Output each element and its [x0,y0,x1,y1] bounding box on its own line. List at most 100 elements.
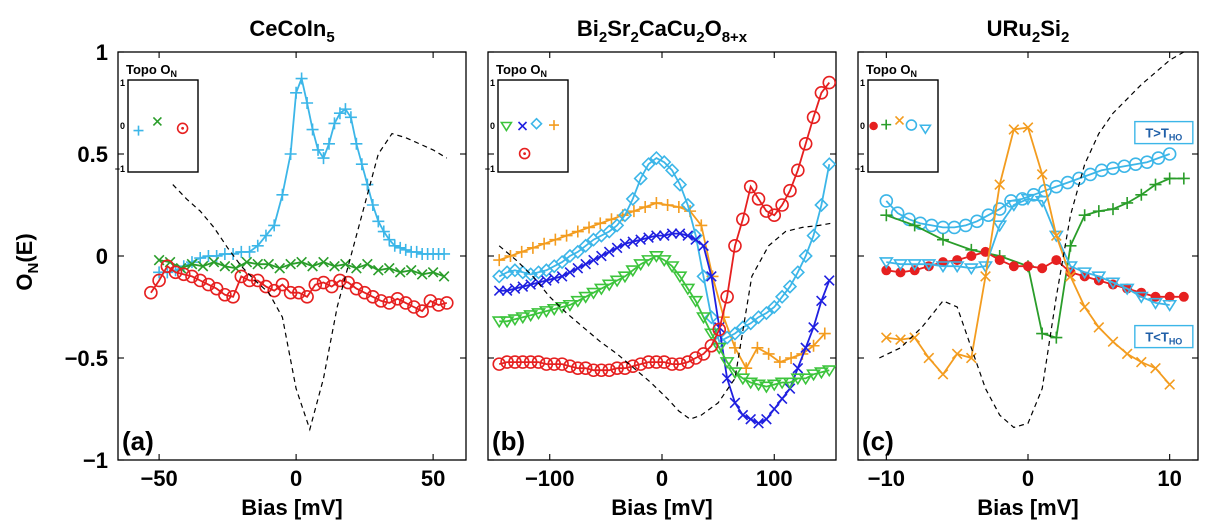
data-point-c-2 [1037,263,1048,274]
data-point-a-1 [252,258,264,270]
data-point-c-4 [1164,379,1176,390]
y-tick-label: 0.5 [77,142,108,167]
series-line-c-2 [886,250,1184,298]
data-point-b-3 [798,373,814,386]
data-point-a-1 [197,260,209,272]
data-point-a-0 [339,103,352,116]
data-point-c-2 [1150,291,1161,302]
x-axis-label-c: Bias [mV] [977,495,1078,520]
data-point-a-1 [274,262,286,274]
data-point-c-3 [907,259,923,272]
data-point-b-3 [546,304,562,316]
data-point-b-1 [767,299,782,315]
data-point-b-2 [745,413,757,425]
data-point-b-2 [800,342,812,354]
data-point-a-1 [208,256,220,268]
data-point-b-0 [762,347,775,360]
data-point-c-3 [921,259,937,272]
data-point-b-3 [790,373,806,386]
data-point-b-2 [808,322,819,333]
data-point-b-2 [643,232,654,244]
data-point-c-3 [1119,283,1135,296]
data-point-a-0 [306,123,319,136]
data-point-a-0 [366,199,379,211]
data-point-b-1 [657,155,672,170]
data-point-b-4 [571,361,585,376]
series-group-c [878,52,1190,429]
data-point-b-1 [782,279,798,294]
data-point-a-0 [194,252,207,265]
data-point-a-0 [350,137,363,150]
data-point-c-2 [1023,261,1033,272]
data-point-c-0 [992,202,1007,216]
x-tick-label: 0 [290,466,302,491]
data-point-a-2 [292,285,306,300]
series-line-b-0 [498,202,826,371]
series-group-a [144,72,454,432]
data-point-b-0 [594,217,607,230]
data-point-a-1 [263,258,275,270]
data-point-a-2 [415,304,429,318]
data-point-b-2 [580,258,592,270]
data-point-b-2 [792,362,804,374]
data-point-c-3 [992,220,1008,233]
data-point-a-2 [407,300,421,314]
data-point-a-0 [243,245,256,258]
y-tick-label: 0 [96,244,108,269]
data-point-b-0 [538,237,551,250]
x-tick-label: 0 [656,466,668,491]
data-point-b-3 [531,308,546,321]
data-point-a-2 [152,273,166,288]
data-point-a-1 [405,264,417,276]
data-point-c-3 [949,261,965,274]
data-point-b-4 [759,204,774,218]
y-tick-label: −1 [83,448,108,473]
data-point-b-4 [586,363,601,378]
x-tick-label: 100 [756,466,793,491]
data-point-a-0 [268,219,281,232]
data-point-b-0 [751,341,764,354]
data-point-c-3 [878,257,894,270]
data-point-c-0 [1162,147,1177,161]
data-point-b-3 [593,283,609,296]
data-point-c-1 [1092,205,1105,218]
data-point-b-0 [605,213,618,226]
data-point-c-1 [1149,178,1162,191]
data-point-b-3 [664,261,680,274]
data-point-c-4 [1150,362,1161,374]
data-point-c-1 [1107,203,1119,216]
data-point-b-0 [650,196,663,209]
data-point-a-0 [410,245,423,258]
data-point-c-2 [1164,291,1175,302]
data-point-b-3 [758,381,774,394]
data-point-b-4 [626,359,640,373]
data-point-b-4 [704,338,719,353]
data-point-a-0 [377,225,390,238]
data-point-b-3 [617,271,633,284]
data-point-b-3 [680,283,696,296]
series-line-a-3 [172,132,448,432]
data-point-c-1 [1036,327,1049,340]
series-group-b [491,75,836,429]
data-point-c-2 [895,267,906,278]
data-point-b-4 [736,212,750,227]
data-point-c-4 [895,334,906,346]
data-point-b-1 [774,289,790,304]
data-point-b-4 [563,359,577,373]
data-point-b-2 [548,273,560,284]
data-point-a-2 [226,289,240,304]
data-point-b-1 [617,208,633,223]
data-point-b-2 [501,285,513,297]
data-point-c-1 [1121,196,1134,209]
data-point-b-3 [507,314,523,327]
data-point-c-2 [1008,261,1019,272]
panel-label-b: (b) [492,426,525,456]
y-axis-label-tail: (E) [12,233,37,262]
data-point-a-2 [176,267,191,282]
data-point-b-1 [759,305,774,321]
data-point-b-1 [672,177,688,192]
inset-marker-c-4 [918,124,932,135]
data-point-b-4 [633,357,648,371]
data-point-a-1 [416,268,428,280]
